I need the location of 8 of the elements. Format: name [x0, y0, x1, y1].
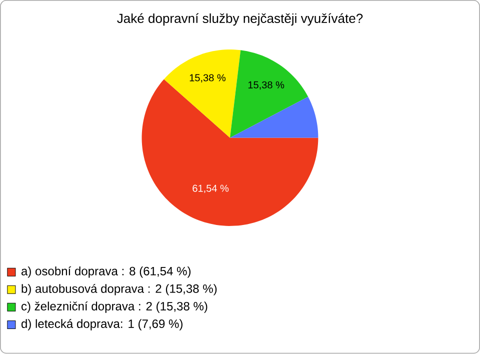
data-label: 61,54 % — [192, 184, 229, 194]
legend-label: c) železniční doprava : 2 (15,38 %) — [21, 302, 208, 313]
chart-title: Jaké dopravní služby nejčastěji využíváte? — [117, 13, 363, 26]
legend-label: b) autobusová doprava : 2 (15,38 %) — [22, 284, 217, 296]
legend-label: a) osobní doprava : 8 (61,54 %) — [21, 266, 191, 278]
data-label: 15,38 % — [190, 74, 226, 83]
data-label: 15,38 % — [248, 81, 284, 90]
legend-label: d) letecká doprava: 1 (7,69 %) — [21, 319, 182, 331]
